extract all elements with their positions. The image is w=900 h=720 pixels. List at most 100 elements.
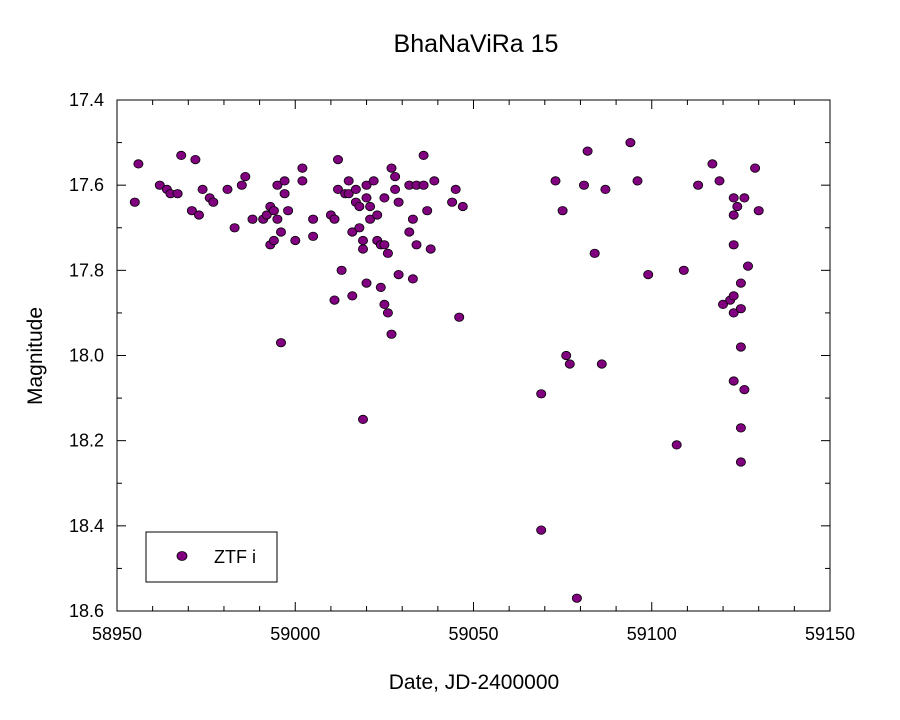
data-point [714,176,725,186]
data-point [739,384,750,395]
x-tick-label: 59150 [805,624,855,644]
data-point [186,206,197,216]
data-point [447,197,458,207]
data-point [579,180,590,190]
data-point [411,240,422,250]
data-point [382,248,393,258]
data-point [272,180,283,190]
data-point [693,180,704,190]
data-point [368,176,379,186]
data-point [268,235,279,246]
data-point [386,329,397,339]
data-point [275,338,286,348]
data-point [728,240,739,250]
data-point [422,206,433,216]
legend-label: ZTF i [214,547,256,567]
y-tick-label: 17.6 [69,175,104,195]
data-point [365,201,376,212]
data-point [208,197,219,207]
data-point [357,414,368,424]
data-point [290,235,301,246]
data-point [582,146,593,156]
data-point [261,210,272,220]
data-point [332,155,343,165]
data-point [596,359,607,369]
data-point [425,244,436,254]
data-point [728,291,739,301]
data-point [236,180,247,190]
y-axis-tick-labels: 17.4 17.6 17.8 18.0 18.2 18.4 18.6 [69,90,104,621]
plot-area [116,99,831,612]
data-point [382,308,393,318]
data-point [172,189,183,199]
data-point [407,274,418,284]
data-point [589,248,600,258]
data-point [297,176,308,186]
data-point [457,201,468,212]
data-point [735,457,746,467]
data-point [279,176,290,186]
data-point [390,172,401,182]
data-point [154,180,165,190]
data-point [718,299,729,309]
data-point [193,210,204,220]
data-point [407,214,418,224]
data-point [375,282,386,292]
data-point [735,423,746,433]
data-point [750,163,761,173]
data-point [343,176,354,186]
data-point [739,193,750,203]
data-point [361,193,372,203]
data-point [361,278,372,288]
data-point [743,261,754,271]
data-point [536,389,547,399]
legend-marker [176,551,188,561]
data-point [129,197,140,207]
data-point [600,184,611,194]
data-point [297,163,308,173]
data-point [279,189,290,199]
data-points [129,138,764,603]
x-tick-label: 59050 [448,624,498,644]
data-point [347,291,358,301]
y-tick-label: 17.4 [69,90,104,110]
chart-title: BhaNaViRa 15 [394,30,559,58]
legend: ZTF i [145,531,278,583]
data-point [418,180,429,190]
data-point [753,206,764,216]
y-tick-label: 18.0 [69,346,104,366]
data-point [357,235,368,246]
data-point [308,231,319,241]
data-point [386,163,397,173]
data-point [390,184,401,194]
data-point [350,184,361,194]
data-point [354,223,365,233]
data-point [222,184,233,194]
data-point [329,214,340,224]
data-point [550,176,561,186]
data-point [197,184,208,194]
data-point [643,269,654,280]
x-axis-tick-labels: 58950 59000 59050 59100 59150 [92,624,855,644]
data-point [450,184,461,194]
data-point [735,342,746,352]
data-point [268,206,279,216]
data-point [332,184,343,194]
data-point [308,214,319,224]
y-tick-label: 17.8 [69,260,104,280]
data-point [229,223,240,233]
data-point [564,359,575,369]
data-point [625,138,636,148]
y-tick-label: 18.4 [69,516,104,536]
data-point [372,210,383,220]
data-point [336,265,347,275]
data-point [272,214,283,224]
x-tick-label: 58950 [92,624,142,644]
data-point [735,278,746,288]
data-point [283,206,294,216]
data-point [671,440,682,450]
data-point [732,201,743,212]
x-axis-title: Date, JD-2400000 [389,671,559,694]
data-point [343,189,354,199]
